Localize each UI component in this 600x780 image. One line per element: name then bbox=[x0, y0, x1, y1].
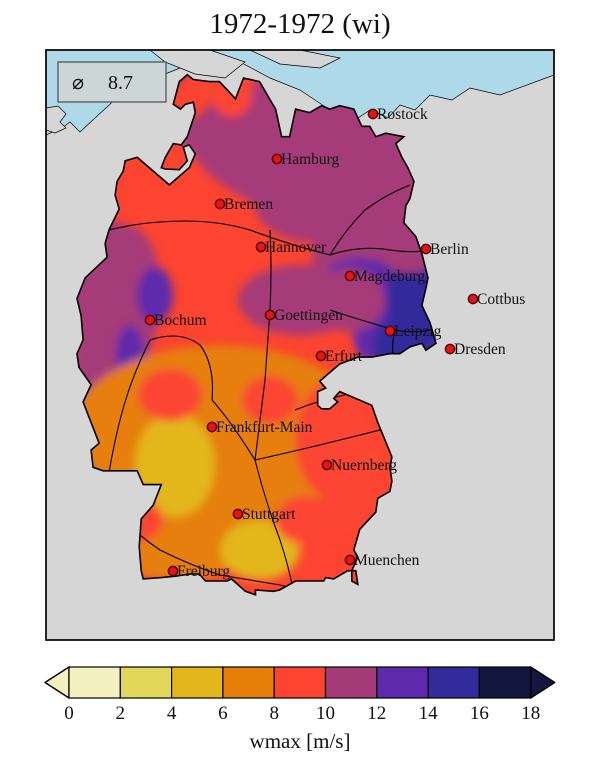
svg-text:16: 16 bbox=[470, 703, 489, 724]
svg-text:Freiburg: Freiburg bbox=[177, 563, 230, 580]
svg-text:Muenchen: Muenchen bbox=[354, 552, 420, 569]
svg-text:Erfurt: Erfurt bbox=[325, 348, 363, 365]
svg-text:Frankfurt-Main: Frankfurt-Main bbox=[216, 419, 313, 436]
svg-text:Leipzig: Leipzig bbox=[394, 323, 442, 340]
svg-text:8: 8 bbox=[269, 703, 279, 724]
svg-text:Bremen: Bremen bbox=[224, 196, 273, 213]
svg-text:Hannover: Hannover bbox=[265, 239, 327, 256]
svg-text:4: 4 bbox=[167, 703, 177, 724]
svg-text:Bochum: Bochum bbox=[154, 312, 207, 329]
svg-text:18: 18 bbox=[521, 703, 540, 724]
svg-text:14: 14 bbox=[419, 703, 439, 724]
svg-text:Cottbus: Cottbus bbox=[477, 291, 525, 308]
svg-text:Hamburg: Hamburg bbox=[281, 151, 340, 168]
svg-text:0: 0 bbox=[64, 703, 74, 724]
svg-text:Rostock: Rostock bbox=[377, 106, 428, 123]
svg-text:8.7: 8.7 bbox=[108, 72, 133, 94]
svg-text:Stuttgart: Stuttgart bbox=[242, 506, 296, 523]
svg-text:Magdeburg: Magdeburg bbox=[354, 268, 425, 285]
svg-text:Nuernberg: Nuernberg bbox=[331, 457, 397, 474]
svg-text:6: 6 bbox=[218, 703, 228, 724]
svg-text:wmax [m/s]: wmax [m/s] bbox=[250, 729, 351, 753]
svg-text:2: 2 bbox=[116, 703, 126, 724]
svg-text:Dresden: Dresden bbox=[454, 341, 506, 358]
svg-text:12: 12 bbox=[367, 703, 386, 724]
svg-text:10: 10 bbox=[316, 703, 335, 724]
svg-text:Goettingen: Goettingen bbox=[274, 307, 343, 324]
svg-text:Berlin: Berlin bbox=[430, 241, 469, 258]
svg-text:⌀: ⌀ bbox=[72, 72, 84, 94]
